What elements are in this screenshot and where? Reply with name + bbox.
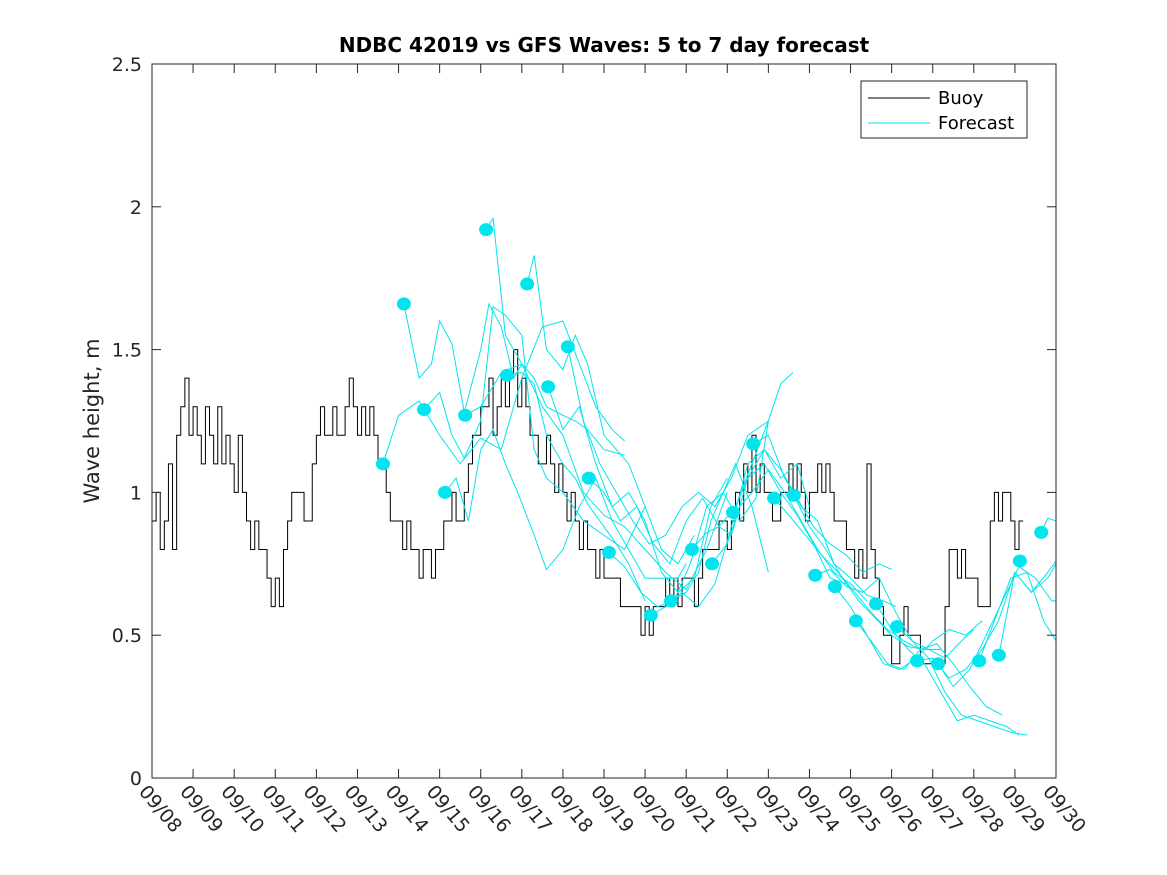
forecast-start-point [560, 340, 575, 354]
forecast-start-point [581, 471, 596, 485]
x-tick-label: 09/24 [792, 781, 844, 837]
forecast-start-point [601, 545, 616, 559]
forecast-line [506, 371, 646, 602]
forecast-line [526, 255, 695, 565]
forecast-start-point [1034, 525, 1049, 539]
buoy-line [152, 349, 1024, 665]
forecast-line [711, 468, 868, 602]
x-tick-label: 09/09 [175, 781, 227, 837]
x-tick-label: 09/25 [833, 781, 885, 837]
plot-area [152, 216, 1057, 736]
y-tick-label: 1.5 [112, 340, 142, 362]
x-tick-label: 09/21 [668, 781, 720, 837]
y-tick-label: 0 [130, 768, 142, 790]
forecast-start-point [1012, 554, 1027, 568]
forecast-line [855, 620, 1003, 716]
forecast-line [691, 463, 847, 585]
chart-title: NDBC 42019 vs GFS Waves: 5 to 7 day fore… [339, 33, 870, 57]
forecast-line [485, 216, 625, 456]
forecast-start-point [396, 297, 411, 311]
forecast-start-point [910, 654, 925, 668]
x-tick-label: 09/15 [422, 781, 474, 837]
x-tick-label: 09/20 [627, 781, 679, 837]
forecast-start-point [520, 277, 535, 291]
x-tick-label: 09/11 [257, 781, 309, 837]
forecast-start-point [643, 608, 658, 622]
forecast-start-point [931, 657, 946, 671]
forecast-start-point [726, 505, 741, 519]
x-tick-label: 09/10 [216, 781, 268, 837]
forecast-line [815, 568, 975, 659]
y-tick-label: 0.5 [112, 625, 142, 647]
x-tick-label: 09/13 [340, 781, 392, 837]
forecast-start-point [479, 223, 494, 237]
forecast-start-point [767, 491, 782, 505]
legend-label-buoy: Buoy [938, 88, 984, 109]
forecast-line [875, 603, 1020, 736]
forecast-start-point [417, 403, 432, 417]
x-tick-label: 09/18 [545, 781, 597, 837]
forecast-start-point [541, 380, 556, 394]
legend: Buoy Forecast [860, 80, 1028, 139]
legend-box [860, 80, 1028, 139]
x-tick-label: 09/30 [1038, 781, 1090, 837]
forecast-line [896, 626, 1028, 736]
x-tick-label: 09/28 [956, 781, 1008, 837]
x-tick-label: 09/17 [504, 781, 556, 837]
x-tick-label: 09/19 [586, 781, 638, 837]
forecast-start-point [458, 408, 473, 422]
forecast-line [608, 372, 794, 608]
x-tick-label: 09/12 [299, 781, 351, 837]
x-tick-label: 09/16 [463, 781, 515, 837]
forecast-start-point [786, 488, 801, 502]
forecast-line [998, 560, 1057, 656]
forecast-start-point [972, 654, 987, 668]
forecast-start-point [500, 368, 515, 382]
y-tick-label: 2 [130, 197, 142, 219]
y-tick-label: 1 [130, 482, 142, 504]
forecast-start-point [808, 568, 823, 582]
forecast-line [382, 320, 625, 465]
forecast-start-point [848, 614, 863, 628]
x-tick-label: 09/14 [381, 781, 433, 837]
x-tick-label: 09/29 [997, 781, 1049, 837]
forecast-start-point [991, 648, 1006, 662]
x-tick-label: 09/23 [751, 781, 803, 837]
forecast-start-point [663, 594, 678, 608]
forecast-line [650, 448, 810, 616]
forecast-start-point [827, 580, 842, 594]
forecast-line [937, 565, 1056, 688]
x-tick-label: 09/22 [709, 781, 761, 837]
axes-box [151, 63, 1057, 779]
forecast-start-point [437, 485, 452, 499]
forecast-line [793, 495, 941, 650]
legend-label-forecast: Forecast [938, 113, 1014, 134]
forecast-line [670, 462, 769, 602]
forecast-start-point [684, 543, 699, 557]
x-tick-label: 09/08 [134, 781, 186, 837]
y-tick-label: 2.5 [112, 54, 142, 76]
forecast-start-point [705, 557, 720, 571]
forecast-start-point [746, 437, 761, 451]
forecast-start-point [375, 457, 390, 471]
forecast-line [423, 305, 646, 551]
x-tick-label: 09/26 [874, 781, 926, 837]
y-axis-label: Wave height, m [80, 338, 104, 503]
x-tick-label: 09/27 [915, 781, 967, 837]
forecast-start-point [869, 597, 884, 611]
forecast-line [444, 428, 687, 579]
forecast-start-point [889, 620, 904, 634]
forecast-line [567, 346, 769, 545]
forecast-line [978, 571, 1057, 662]
forecast-line [732, 448, 892, 573]
